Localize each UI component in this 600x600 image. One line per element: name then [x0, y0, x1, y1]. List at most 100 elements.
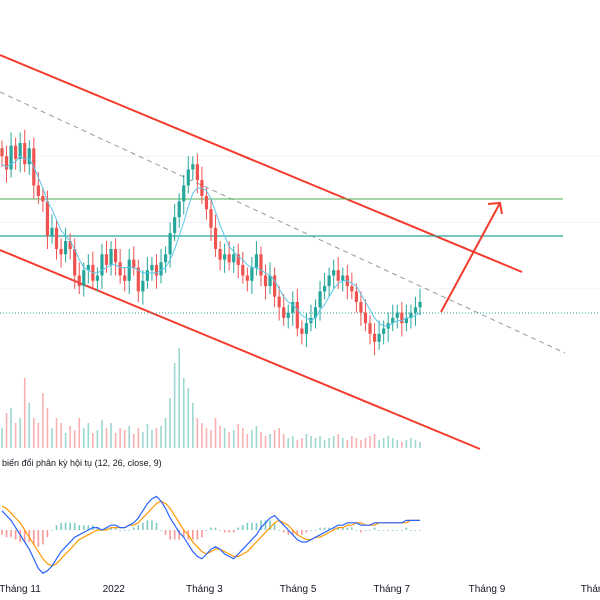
candle[interactable] — [377, 320, 381, 350]
candle[interactable] — [236, 243, 240, 279]
candle[interactable] — [363, 299, 368, 332]
candle[interactable] — [245, 267, 249, 292]
candle[interactable] — [182, 174, 186, 215]
macd-histogram-bar — [214, 527, 217, 530]
candle[interactable] — [309, 304, 313, 332]
candle-body — [300, 328, 304, 334]
candle[interactable] — [291, 291, 295, 326]
candle[interactable] — [250, 256, 254, 295]
candle[interactable] — [41, 188, 45, 212]
candle[interactable] — [327, 267, 331, 297]
candle[interactable] — [14, 137, 18, 170]
candle[interactable] — [213, 214, 218, 257]
candle[interactable] — [177, 193, 181, 228]
candle[interactable] — [123, 267, 127, 292]
candle[interactable] — [154, 254, 159, 289]
candle[interactable] — [91, 251, 95, 289]
volume-bar — [310, 436, 312, 448]
candle[interactable] — [391, 304, 395, 332]
candle[interactable] — [386, 312, 390, 342]
candle[interactable] — [173, 203, 177, 242]
candle[interactable] — [118, 249, 122, 284]
volume-bar — [205, 428, 208, 448]
candle-body — [186, 169, 190, 186]
candle[interactable] — [59, 238, 63, 268]
candle-body — [377, 333, 381, 342]
candle[interactable] — [268, 262, 272, 295]
macd-histogram-bar — [10, 530, 12, 538]
candle[interactable] — [263, 264, 268, 300]
candle[interactable] — [300, 320, 304, 345]
candle[interactable] — [277, 286, 281, 321]
candle[interactable] — [418, 288, 422, 316]
candle[interactable] — [359, 291, 363, 326]
candle[interactable] — [259, 246, 263, 287]
candle[interactable] — [23, 129, 27, 173]
candle[interactable] — [95, 267, 100, 292]
candle[interactable] — [241, 251, 245, 284]
candle[interactable] — [195, 153, 199, 194]
candle[interactable] — [68, 233, 72, 260]
volume-bar — [1, 428, 3, 448]
candle[interactable] — [54, 219, 59, 260]
candle[interactable] — [400, 302, 404, 337]
candle[interactable] — [232, 246, 236, 273]
candle[interactable] — [50, 214, 54, 244]
candle-body — [268, 275, 272, 287]
candle[interactable] — [77, 262, 81, 295]
candle[interactable] — [286, 304, 290, 329]
volume-bar — [373, 434, 376, 448]
candle[interactable] — [313, 299, 318, 329]
candle[interactable] — [395, 304, 399, 329]
candle[interactable] — [354, 283, 358, 313]
candle[interactable] — [64, 227, 68, 263]
candle[interactable] — [350, 272, 354, 300]
macd-histogram-bar — [28, 530, 31, 542]
candle[interactable] — [159, 249, 163, 284]
candle[interactable] — [86, 254, 90, 284]
candle[interactable] — [73, 238, 77, 289]
candle[interactable] — [132, 246, 136, 276]
candle[interactable] — [100, 243, 104, 289]
candle[interactable] — [127, 249, 131, 295]
volume-bar — [105, 428, 108, 448]
candle[interactable] — [113, 238, 118, 276]
macd-panel[interactable] — [1, 495, 421, 574]
candle[interactable] — [368, 315, 372, 345]
candle[interactable] — [200, 166, 204, 204]
candle[interactable] — [141, 270, 145, 305]
candle[interactable] — [273, 267, 277, 308]
candle[interactable] — [209, 198, 213, 242]
candle[interactable] — [186, 156, 190, 194]
candle[interactable] — [18, 132, 22, 173]
candle[interactable] — [191, 156, 195, 181]
candle[interactable] — [150, 256, 154, 281]
candle[interactable] — [218, 241, 222, 271]
candle[interactable] — [295, 288, 299, 337]
candle[interactable] — [413, 296, 418, 326]
candle[interactable] — [4, 145, 9, 183]
candle[interactable] — [341, 267, 345, 292]
candle[interactable] — [345, 264, 349, 300]
candle[interactable] — [109, 241, 113, 276]
candle[interactable] — [136, 259, 140, 302]
candle[interactable] — [0, 140, 4, 167]
candle[interactable] — [409, 304, 413, 329]
candle[interactable] — [204, 188, 209, 220]
candle[interactable] — [27, 140, 31, 175]
candle[interactable] — [163, 246, 168, 273]
candle-body — [41, 196, 45, 202]
candle[interactable] — [318, 280, 322, 321]
candle[interactable] — [322, 272, 327, 300]
candle[interactable] — [382, 320, 386, 345]
macd-histogram-bar — [282, 530, 285, 533]
candle[interactable] — [372, 323, 377, 355]
volume-bar — [169, 398, 171, 448]
candle[interactable] — [9, 132, 13, 178]
candlesticks[interactable] — [0, 129, 422, 355]
candle[interactable] — [223, 243, 227, 273]
candle[interactable] — [332, 259, 336, 289]
candle[interactable] — [254, 241, 259, 276]
candle[interactable] — [282, 294, 286, 326]
